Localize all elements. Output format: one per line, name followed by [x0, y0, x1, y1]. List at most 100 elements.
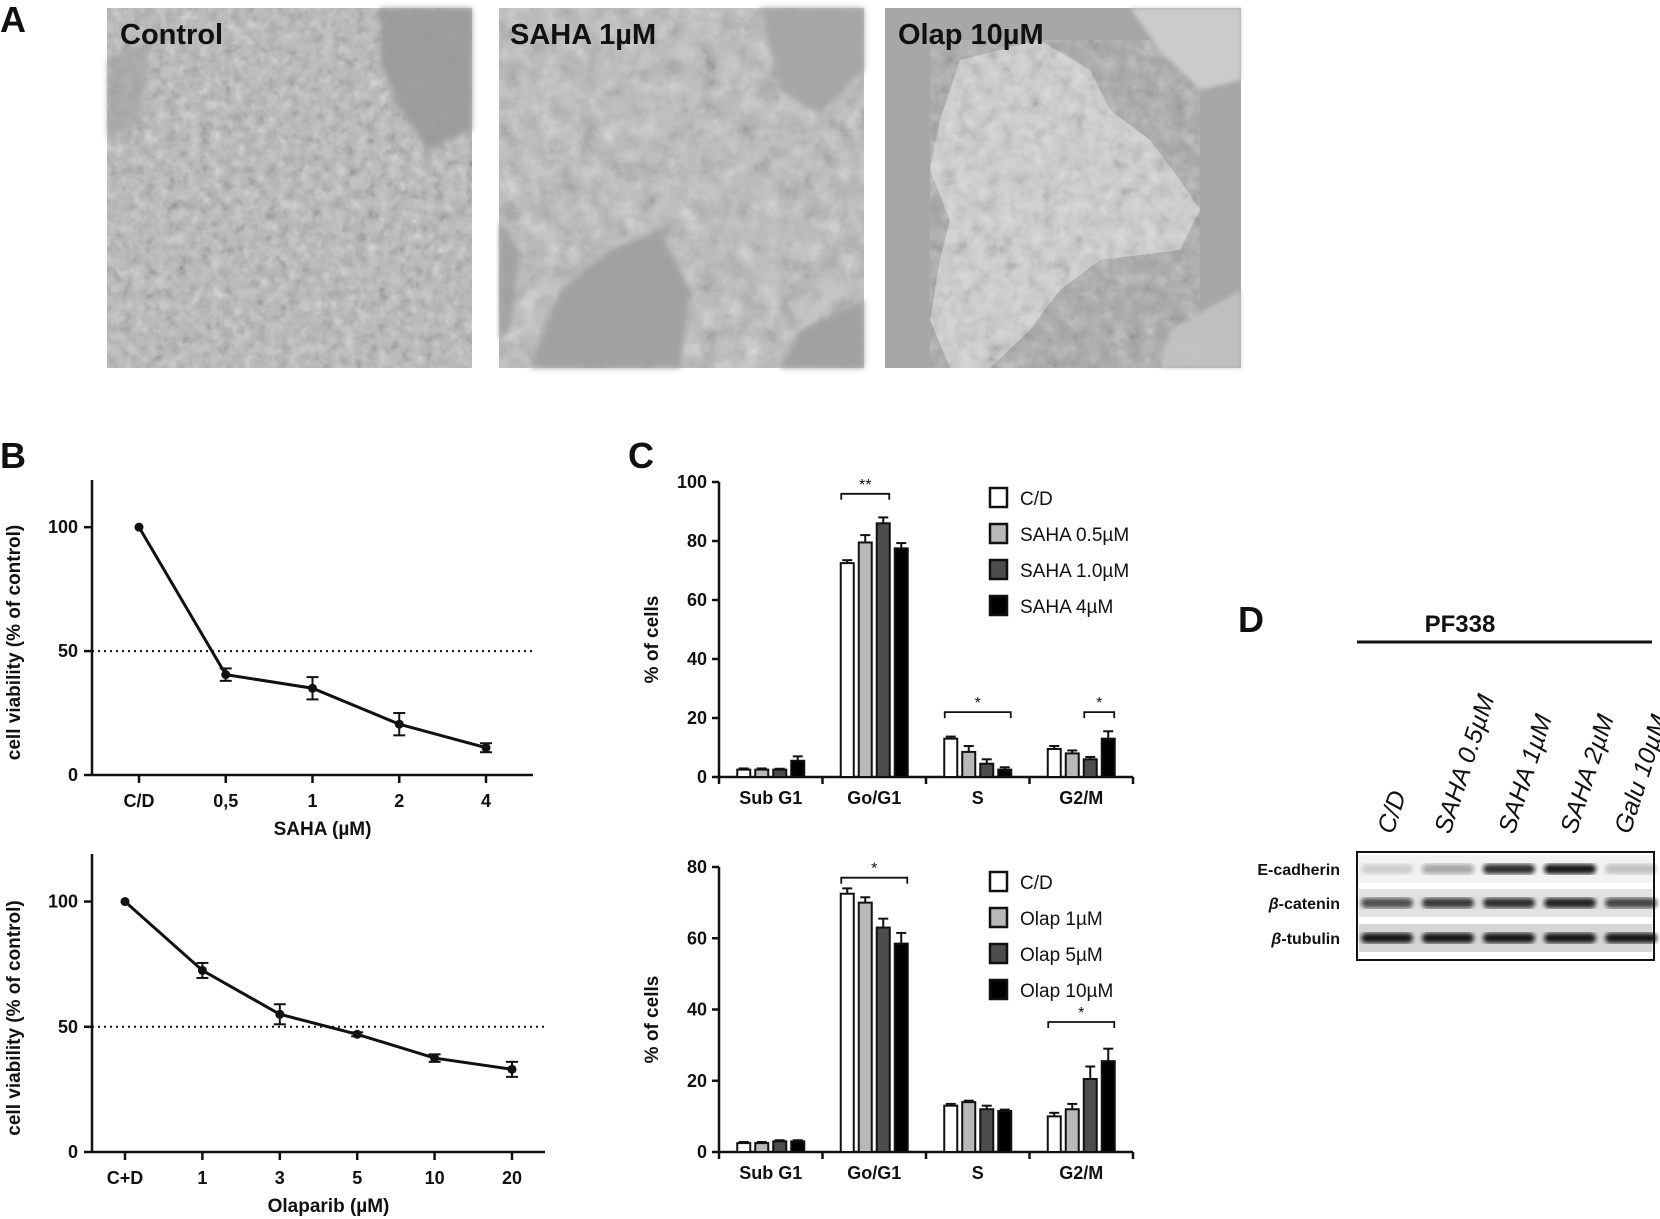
bar	[961, 750, 977, 778]
y-axis-title: % of cells	[642, 596, 663, 684]
x-tick-label: Sub G1	[739, 1163, 802, 1183]
error-bar	[896, 931, 907, 944]
error-bar	[1103, 1047, 1114, 1062]
x-tick-label: Go/G1	[847, 788, 901, 808]
y-tick-label: 40	[687, 649, 707, 669]
panel-letter-d: D	[1238, 599, 1264, 640]
bar	[943, 737, 959, 779]
legend-label: Olap 5µM	[1020, 945, 1103, 966]
bar	[979, 762, 995, 778]
data-point	[134, 522, 144, 532]
bar	[893, 942, 909, 1153]
bar	[875, 522, 891, 778]
significance-label: *	[975, 695, 981, 712]
error-bar	[1067, 749, 1078, 754]
x-tick-label: Go/G1	[847, 1163, 901, 1183]
wb-band	[1483, 864, 1535, 874]
error-bar	[738, 1141, 749, 1144]
y-tick-label: 100	[48, 517, 78, 537]
x-tick-label: 0,5	[213, 791, 238, 811]
error-bar	[842, 559, 853, 564]
significance-bracket	[1047, 1021, 1116, 1028]
error-bar	[1049, 1111, 1060, 1117]
series-line	[137, 526, 487, 750]
panel-letter-b: B	[0, 435, 26, 476]
x-axis-title: Olaparib (µM)	[268, 1196, 390, 1217]
wb-lane-label: SAHA 2µM	[1555, 711, 1620, 837]
data-point	[308, 683, 317, 693]
legend-label: SAHA 4µM	[1020, 597, 1113, 618]
wb-lane-label: SAHA 0.5µM	[1429, 691, 1500, 837]
wb-band	[1605, 864, 1657, 874]
error-bar	[1085, 755, 1096, 760]
error-bar	[792, 1139, 803, 1142]
bar	[772, 1140, 788, 1153]
wb-protein-label: E-cadherin	[1257, 862, 1340, 879]
wb-lane-label: Galu 10µM	[1609, 711, 1660, 837]
bar	[1046, 1115, 1062, 1153]
bar	[943, 1104, 959, 1153]
legend-swatch	[988, 522, 1009, 545]
bar	[875, 926, 891, 1153]
data-point	[430, 1053, 440, 1063]
y-tick-label: 40	[687, 1000, 707, 1020]
error-bar	[999, 1108, 1010, 1112]
error-bar	[860, 896, 871, 903]
bar	[1064, 1108, 1080, 1153]
y-axis-title: % of cells	[642, 976, 663, 1064]
bar	[961, 1101, 977, 1153]
bar	[839, 562, 855, 778]
wb-band	[1361, 864, 1413, 874]
data-point	[481, 743, 491, 753]
error-bar	[1049, 745, 1060, 749]
error-bar	[774, 1139, 785, 1142]
significance-label: *	[1096, 695, 1102, 712]
wb-protein-label: β-tubulin	[1270, 931, 1340, 948]
y-tick-label: 20	[687, 1071, 707, 1091]
chart-c-bottom: 0 20 40 60 80 Sub G1 Go/G1 S G2/M * * C/D Olap 1µM Ol…	[642, 857, 1135, 1183]
error-bar	[738, 767, 749, 770]
x-axis-title: SAHA (µM)	[274, 819, 372, 840]
y-tick-label: 50	[58, 641, 78, 661]
bar	[790, 759, 806, 779]
x-tick-label: C+D	[107, 1168, 144, 1188]
y-tick-label: 20	[687, 708, 707, 728]
wb-band	[1605, 933, 1657, 943]
x-tick-label: 1	[197, 1168, 207, 1188]
legend-swatch	[988, 486, 1009, 509]
error-bar	[945, 1102, 956, 1106]
error-bar	[774, 767, 785, 770]
data-point	[221, 670, 231, 680]
micrograph-label-olap: Olap 10µM	[898, 19, 1044, 51]
x-tick-label: G2/M	[1059, 788, 1103, 808]
y-tick-label: 0	[68, 1142, 78, 1162]
wb-band	[1422, 933, 1474, 943]
data-point	[197, 965, 207, 975]
wb-band	[1544, 898, 1596, 908]
legend-swatch	[988, 906, 1009, 929]
wb-band	[1361, 898, 1413, 908]
legend-swatch	[988, 870, 1009, 893]
wb-band	[1605, 898, 1657, 908]
y-tick-label: 80	[687, 857, 707, 877]
wb-band	[1422, 864, 1474, 874]
bar	[736, 1142, 752, 1153]
significance-bracket	[943, 711, 1012, 719]
wb-lane-label: C/D	[1372, 787, 1412, 837]
bar	[736, 768, 752, 778]
chart-b-top: 0 50 100 C/D 0,5 1 2 4 SAHA (µM) cell viability (…	[4, 480, 533, 840]
error-bar	[878, 516, 889, 524]
error-bar	[945, 735, 956, 739]
wb-band	[1422, 898, 1474, 908]
significance-label: *	[1078, 1005, 1084, 1022]
data-point	[394, 719, 404, 729]
panel-letter-c: C	[628, 435, 654, 476]
legend-label: SAHA 0.5µM	[1020, 525, 1129, 546]
x-tick-label: 10	[425, 1168, 445, 1188]
y-tick-label: 100	[677, 472, 707, 492]
error-bar	[999, 766, 1010, 770]
legend-swatch	[988, 942, 1009, 965]
x-tick-label: 20	[502, 1168, 522, 1188]
